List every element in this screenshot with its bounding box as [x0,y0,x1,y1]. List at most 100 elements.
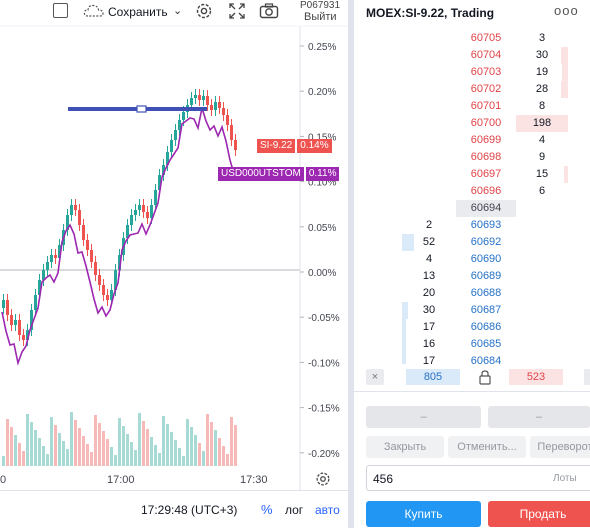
save-button[interactable]: Сохранить [108,5,168,19]
bid-depth-bar [402,353,406,364]
candle-body [42,270,45,280]
volume-bar [178,448,181,466]
close-position-button[interactable]: Закрыть [366,436,444,458]
bid-row[interactable]: 20 60688 [422,287,502,299]
drawing-horizontal-line[interactable] [68,105,207,113]
ask-row[interactable]: 60696 6 [470,185,546,197]
ask-row[interactable]: 60698 9 [470,151,546,163]
volume-bar [166,424,169,466]
ask-row[interactable]: 60704 30 [470,49,549,61]
ask-row[interactable]: 60699 4 [470,134,546,146]
bid-row[interactable]: 52 60692 [422,236,502,248]
volume-bar [94,415,97,466]
last-price-row[interactable]: 60694 [354,200,590,217]
candle-body [230,125,233,140]
bid-row[interactable]: 17 60686 [422,321,502,333]
time-tick-label: 17:00 [107,474,135,486]
order-book: 60705 3 60704 30 60703 19 60702 28 60701… [354,30,590,364]
stop-price-button[interactable]: – [488,406,590,428]
volume-bar [66,449,69,466]
logout-link[interactable]: Выйти [304,11,337,23]
volume-bar [186,419,189,466]
candle-body [46,262,49,270]
volume-bar [26,414,29,466]
panel-separator [354,391,590,392]
candle-body [174,130,177,140]
price-tick-label: -0.10% [308,358,340,369]
quantity-field[interactable]: 456 Лоты [366,465,590,491]
checkbox-icon[interactable] [53,3,68,18]
candle-body [138,205,141,210]
volume-bar [42,446,45,466]
price-tick-label: 0.05% [308,223,336,234]
volume-bar [30,422,33,466]
volume-bar [6,419,9,466]
volume-bar [2,456,5,466]
candle-body [118,255,121,270]
settings-gear-icon[interactable] [314,470,332,488]
fullscreen-icon[interactable] [228,2,246,20]
volume-bar [114,455,117,466]
gear-icon[interactable] [194,1,214,21]
chevron-down-icon[interactable]: ⌄ [173,5,183,17]
volume-bar [62,441,65,466]
ask-row[interactable]: 60702 28 [470,83,549,95]
bid-row[interactable]: 16 60685 [422,338,502,350]
pane-divider[interactable] [348,0,354,528]
bid-row[interactable]: 30 60687 [422,304,502,316]
candle-body [86,240,89,250]
bid-row[interactable]: 17 60684 [422,355,502,364]
volume-bar [214,430,217,466]
ask-row[interactable]: 60703 19 [470,66,549,78]
bid-row[interactable]: 4 60690 [425,253,502,265]
right-clear-button[interactable] [584,369,590,385]
price-chart[interactable]: 0.25% 0.20% 0.15% 0.10% 0.05% 0.00% -0.05% -0.1… [0,0,348,490]
candle-body [6,300,9,315]
candle-body [58,245,61,258]
candle-body [194,95,197,98]
lots-label: Лоты [553,473,577,484]
more-icon[interactable]: ooo [554,3,579,18]
bid-row[interactable]: 2 60693 [425,219,502,231]
volume-bar [122,426,125,466]
ask-row[interactable]: 60701 8 [470,100,546,112]
candle-body [190,98,193,105]
cloud-icon[interactable] [83,2,105,20]
bid-row[interactable]: 13 60689 [422,270,502,282]
candle-body [206,96,209,105]
log-toggle[interactable]: лог [285,503,304,517]
clear-button[interactable]: × [366,369,384,385]
bid-depth-bar [402,234,414,251]
auto-toggle[interactable]: авто [315,503,340,517]
cancel-orders-button[interactable]: Отменить... [448,436,526,458]
candle-body [54,255,57,258]
limit-price-button[interactable]: – [366,406,481,428]
price-tick-label: 0.00% [308,268,336,279]
camera-icon[interactable] [259,2,279,20]
volume-bar [90,452,93,466]
lock-icon[interactable] [478,369,492,385]
candle-body [102,285,105,295]
candle-body [154,190,157,205]
volume-bar [46,454,49,466]
volume-bar [70,412,73,466]
candle-body [34,295,37,310]
volume-bar [110,447,113,466]
candle-body [182,112,185,120]
candle-body [162,165,165,175]
candle-body [114,270,117,290]
ask-row[interactable]: 60697 15 [470,168,549,180]
sell-button[interactable]: Продать [488,501,590,527]
volume-bar [226,454,229,466]
reverse-position-button[interactable]: Переворот [530,436,590,458]
volume-bar [158,453,161,466]
ask-row[interactable]: 60705 3 [470,32,546,44]
candle-body [134,210,137,215]
candle-body [74,205,77,210]
ask-row[interactable]: 60700 198 [354,115,590,132]
quantity-value[interactable]: 456 [373,472,394,486]
percent-toggle[interactable]: % [261,502,273,517]
buy-button[interactable]: Купить [366,501,481,527]
candle-body [130,215,133,225]
candle-body [170,140,173,152]
